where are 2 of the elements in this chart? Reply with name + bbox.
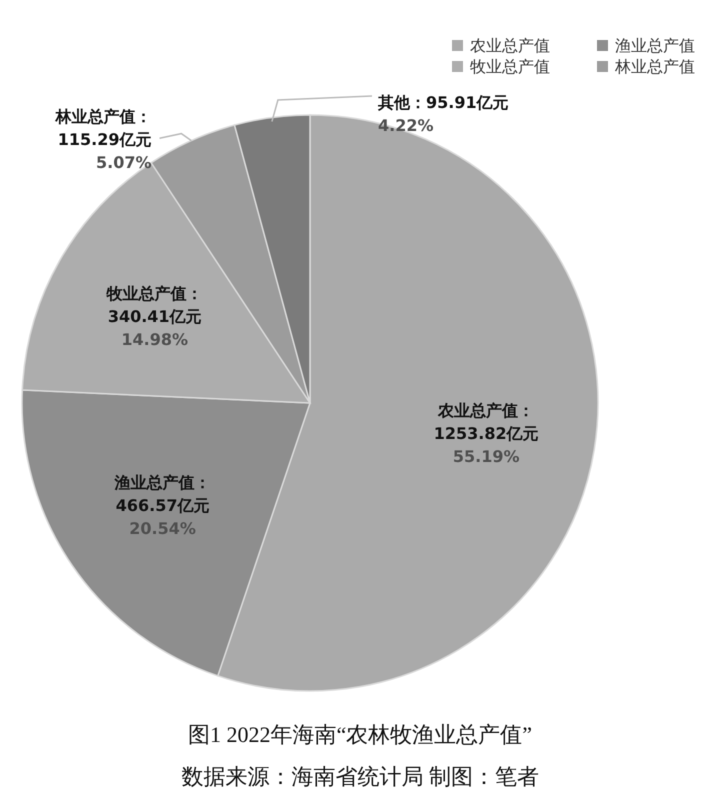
source-note: 数据来源：海南省统计局 制图：笔者 xyxy=(181,764,539,789)
text: 图1 2022年海南“农林牧渔业总产值” xyxy=(188,722,532,747)
